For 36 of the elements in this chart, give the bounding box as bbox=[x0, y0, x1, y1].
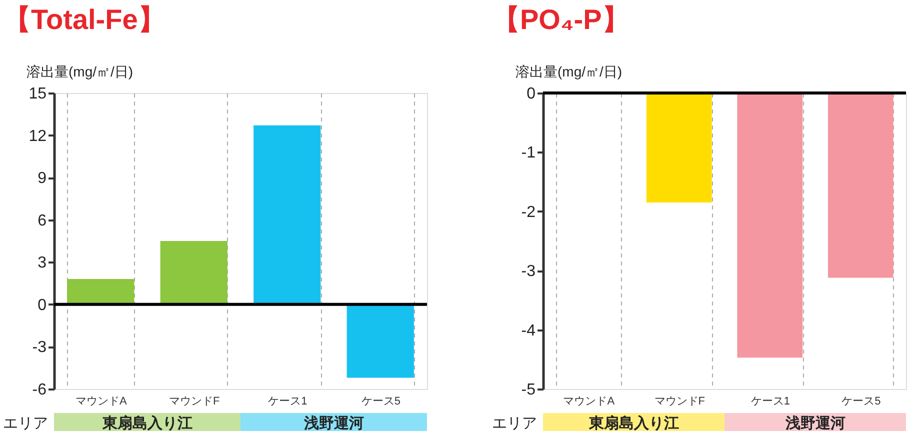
y-tick-label: 12 bbox=[28, 128, 47, 145]
y-axis-title: 溶出量(mg/㎡/日) bbox=[26, 64, 134, 80]
y-tick-label: 9 bbox=[38, 170, 47, 188]
y-axis-title: 溶出量(mg/㎡/日) bbox=[516, 64, 622, 80]
x-tick-label: マウンドF bbox=[169, 396, 220, 408]
text: 浅野運河 bbox=[302, 415, 364, 432]
chart-title: 【PO₄-P】 bbox=[492, 4, 630, 35]
y-tick-label: 3 bbox=[38, 254, 47, 272]
text: エリア bbox=[492, 415, 537, 432]
chart-title: 【Total-Fe】 bbox=[3, 4, 166, 35]
x-tick-label: マウンドA bbox=[75, 396, 128, 408]
y-tick-label: 15 bbox=[28, 86, 47, 102]
x-tick-label: ケース1 bbox=[750, 396, 790, 408]
y-tick-label: 0 bbox=[526, 86, 536, 102]
x-tick-label: ケース5 bbox=[361, 396, 400, 408]
text: 東扇島入り江 bbox=[588, 414, 679, 432]
x-tick-label: ケース5 bbox=[842, 396, 881, 408]
y-tick-label: 6 bbox=[38, 212, 47, 230]
y-tick-label: -6 bbox=[32, 382, 47, 398]
y-tick-label: -4 bbox=[521, 322, 536, 340]
text: 浅野運河 bbox=[784, 415, 846, 432]
y-tick-label: 0 bbox=[38, 296, 47, 314]
y-tick-label: -2 bbox=[521, 204, 536, 221]
bar bbox=[346, 304, 414, 378]
bar bbox=[67, 279, 134, 304]
bar bbox=[254, 125, 321, 304]
bar bbox=[160, 241, 228, 304]
y-tick-label: -3 bbox=[521, 263, 536, 280]
text: 東扇島入り江 bbox=[101, 414, 192, 432]
x-tick-label: ケース1 bbox=[268, 396, 308, 408]
y-tick-label: -3 bbox=[32, 339, 47, 356]
x-tick-label: マウンドF bbox=[654, 396, 706, 408]
text: エリア bbox=[3, 415, 48, 432]
y-tick-label: -1 bbox=[521, 144, 536, 162]
x-tick-label: マウンドA bbox=[563, 396, 616, 408]
y-tick-label: -5 bbox=[521, 382, 536, 398]
